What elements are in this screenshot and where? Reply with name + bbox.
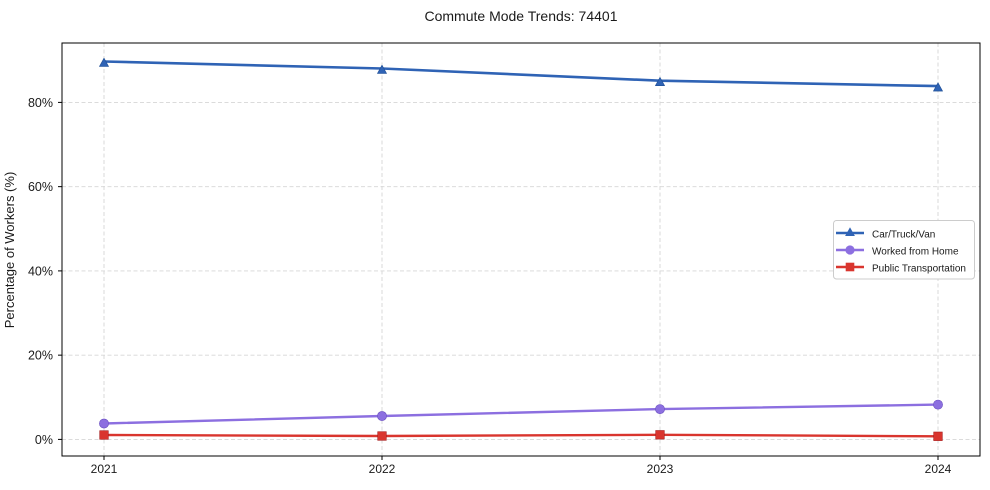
svg-text:40%: 40% [28, 264, 53, 278]
svg-text:80%: 80% [28, 96, 53, 110]
svg-text:Public Transportation: Public Transportation [872, 264, 966, 275]
svg-text:2022: 2022 [369, 462, 396, 476]
svg-text:2023: 2023 [647, 462, 674, 476]
svg-text:Car/Truck/Van: Car/Truck/Van [872, 230, 935, 241]
svg-text:0%: 0% [35, 433, 53, 447]
svg-text:2024: 2024 [925, 462, 952, 476]
svg-text:2021: 2021 [91, 462, 118, 476]
svg-text:Worked from Home: Worked from Home [872, 247, 959, 258]
svg-text:20%: 20% [28, 349, 53, 363]
svg-text:Percentage of Workers (%): Percentage of Workers (%) [2, 172, 17, 329]
svg-text:60%: 60% [28, 180, 53, 194]
